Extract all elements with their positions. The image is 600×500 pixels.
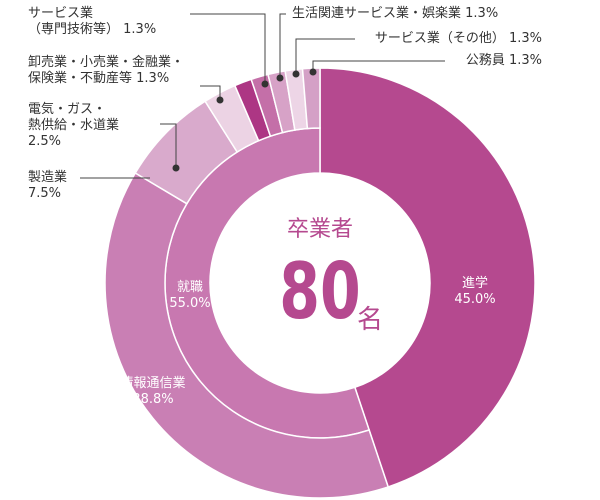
slice <box>319 67 536 488</box>
dot <box>261 80 269 88</box>
center-unit: 名 <box>357 305 383 335</box>
dot <box>216 96 224 104</box>
slice-label: 生活関連サービス業・娯楽業 1.3% <box>292 6 498 22</box>
value-label: 1.3% <box>508 53 542 68</box>
slice-label: サービス業（その他） 1.3% <box>375 31 542 47</box>
callout-line <box>279 13 286 78</box>
value-label: 1.3% <box>123 22 157 37</box>
callout-line <box>312 60 445 72</box>
dot <box>309 68 317 76</box>
slice <box>104 171 390 499</box>
category-label: 生活関連サービス業・娯楽業 <box>292 6 462 21</box>
callout-line <box>200 85 221 100</box>
slice-label: 卸売業・小売業・金融業・ 保険業・不動産等 1.3% <box>28 55 184 87</box>
category-label: 情報通信業 <box>120 376 186 391</box>
value-label: 1.3% <box>508 31 542 46</box>
callout-line <box>160 123 177 168</box>
value-label: 7.5% <box>28 186 62 201</box>
callouts <box>80 13 445 179</box>
slice <box>301 67 321 130</box>
value-label: 1.3% <box>136 71 170 86</box>
callout-dots <box>172 68 317 172</box>
slice-label: サービス業 （専門技術等） 1.3% <box>28 6 156 38</box>
slice-label: 進学 45.0% <box>450 276 500 308</box>
category-label: 卸売業・小売業・金融業・ 保険業・不動産等 <box>28 55 185 86</box>
slice-label: 製造業 7.5% <box>28 170 67 202</box>
category-label: 公務員 <box>465 53 505 68</box>
dot <box>172 164 180 172</box>
callout-line <box>190 13 266 84</box>
category-label: 就職 <box>176 280 203 295</box>
value-label: 45.0% <box>454 292 496 307</box>
center-value: 80 <box>279 247 360 338</box>
callout-line <box>295 38 355 74</box>
dot <box>292 70 300 78</box>
value-label: 38.8% <box>132 392 174 407</box>
slice-label: 電気・ガス・ 熱供給・水道業 2.5% <box>28 102 119 150</box>
dot <box>276 74 284 82</box>
value-label: 55.0% <box>169 296 211 311</box>
value-label: 1.3% <box>465 6 499 21</box>
center-title: 卒業者 <box>287 217 353 242</box>
category-label: 製造業 <box>28 170 68 185</box>
category-label: サービス業（その他） <box>374 31 505 46</box>
slice-label: 情報通信業 38.8% <box>108 376 198 408</box>
category-label: 進学 <box>461 276 488 291</box>
category-label: サービス業 （専門技術等） <box>28 6 120 37</box>
value-label: 2.5% <box>28 134 62 149</box>
slice-label: 就職 55.0% <box>165 280 215 312</box>
category-label: 電気・ガス・ 熱供給・水道業 <box>28 102 120 133</box>
slice-label: 公務員 1.3% <box>466 53 542 69</box>
